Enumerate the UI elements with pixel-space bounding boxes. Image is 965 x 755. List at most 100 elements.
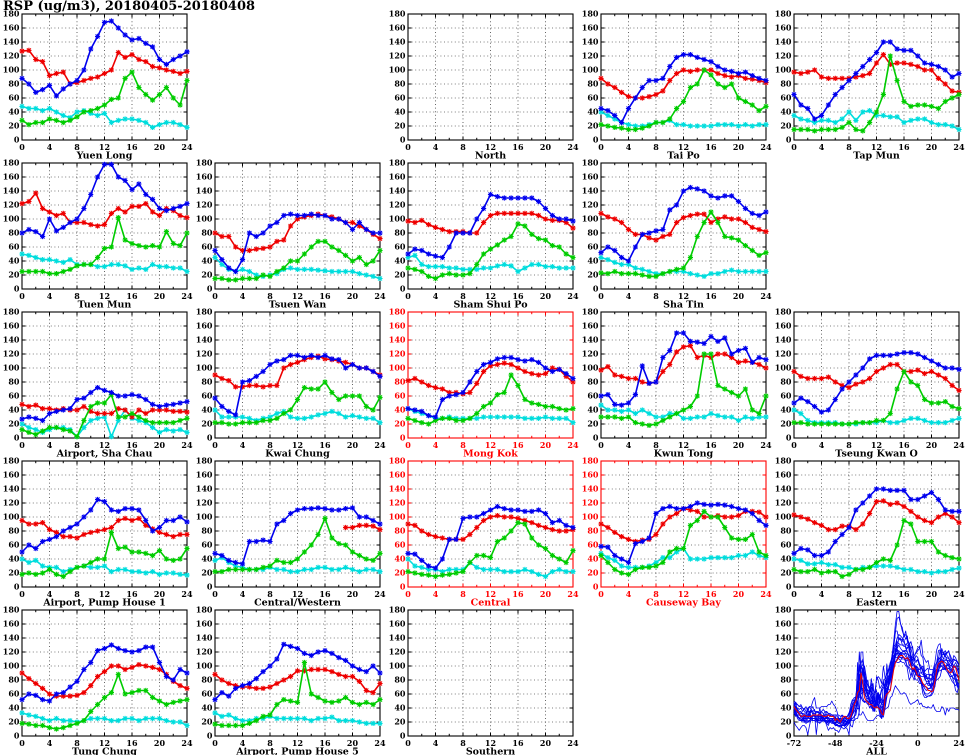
svg-text:80: 80 xyxy=(8,228,20,238)
svg-text:140: 140 xyxy=(582,335,599,345)
svg-text:0: 0 xyxy=(593,135,599,145)
svg-text:40: 40 xyxy=(587,256,599,266)
svg-text:0: 0 xyxy=(400,284,406,294)
svg-text:60: 60 xyxy=(8,242,20,252)
svg-text:160: 160 xyxy=(775,23,792,33)
svg-text:0: 0 xyxy=(400,135,406,145)
svg-text:160: 160 xyxy=(582,321,599,331)
svg-text:16: 16 xyxy=(319,440,331,450)
svg-text:40: 40 xyxy=(201,554,213,564)
svg-text:120: 120 xyxy=(3,51,20,61)
svg-text:0: 0 xyxy=(14,582,20,592)
svg-text:0: 0 xyxy=(405,589,411,599)
svg-text:16: 16 xyxy=(512,738,524,748)
svg-text:40: 40 xyxy=(587,554,599,564)
svg-text:20: 20 xyxy=(347,589,359,599)
svg-text:60: 60 xyxy=(587,391,599,401)
svg-text:40: 40 xyxy=(394,256,406,266)
svg-text:160: 160 xyxy=(775,619,792,629)
svg-text:80: 80 xyxy=(8,526,20,536)
svg-text:40: 40 xyxy=(780,405,792,415)
svg-text:80: 80 xyxy=(201,377,213,387)
svg-text:80: 80 xyxy=(394,377,406,387)
svg-text:20: 20 xyxy=(926,440,938,450)
svg-text:12: 12 xyxy=(871,440,882,450)
svg-text:60: 60 xyxy=(587,242,599,252)
chart-sham-shui-po: 0 20 40 60 80 100 120 140 160 180 0 4 8 12 16 20 24 Sham … xyxy=(386,158,579,311)
svg-text:160: 160 xyxy=(389,23,406,33)
station-label: Tuen Mun xyxy=(78,300,132,311)
station-label: Central xyxy=(471,598,511,609)
chart-tsuen-wan: 0 20 40 60 80 100 120 140 160 180 0 4 8 12 16 20 24 Tsuen… xyxy=(193,158,386,311)
svg-text:0: 0 xyxy=(791,440,797,450)
svg-text:24: 24 xyxy=(181,440,193,450)
svg-text:160: 160 xyxy=(389,172,406,182)
svg-text:20: 20 xyxy=(780,419,792,429)
svg-text:8: 8 xyxy=(267,291,273,301)
chart-kwun-tong: 0 20 40 60 80 100 120 140 160 180 0 4 8 12 16 20 24 Kwun … xyxy=(579,307,772,460)
svg-text:0: 0 xyxy=(786,433,792,443)
station-label: Tsuen Wan xyxy=(269,300,327,311)
svg-text:8: 8 xyxy=(846,440,852,450)
svg-text:60: 60 xyxy=(587,540,599,550)
station-label: Causeway Bay xyxy=(646,598,721,609)
svg-text:8: 8 xyxy=(846,142,852,152)
svg-text:0: 0 xyxy=(207,582,213,592)
svg-text:180: 180 xyxy=(196,158,213,168)
station-label: ALL xyxy=(865,747,887,755)
svg-text:80: 80 xyxy=(587,526,599,536)
svg-text:0: 0 xyxy=(593,433,599,443)
svg-text:8: 8 xyxy=(267,440,273,450)
svg-text:160: 160 xyxy=(582,172,599,182)
chart-yuen-long: 0 20 40 60 80 100 120 140 160 180 0 4 8 12 16 20 24 Yuen … xyxy=(0,9,193,162)
svg-text:60: 60 xyxy=(394,540,406,550)
svg-text:160: 160 xyxy=(389,619,406,629)
svg-text:24: 24 xyxy=(760,440,772,450)
svg-text:40: 40 xyxy=(587,107,599,117)
svg-text:100: 100 xyxy=(582,363,599,373)
svg-text:8: 8 xyxy=(460,738,466,748)
station-label: Central/Western xyxy=(254,598,341,609)
svg-text:160: 160 xyxy=(196,321,213,331)
station-label: Southern xyxy=(466,747,515,755)
svg-text:24: 24 xyxy=(567,738,579,748)
svg-text:4: 4 xyxy=(433,291,439,301)
svg-text:0: 0 xyxy=(207,731,213,741)
svg-text:-48: -48 xyxy=(828,738,843,748)
svg-text:8: 8 xyxy=(653,142,659,152)
svg-text:16: 16 xyxy=(126,589,138,599)
svg-text:8: 8 xyxy=(267,738,273,748)
svg-text:0: 0 xyxy=(593,582,599,592)
svg-text:8: 8 xyxy=(74,589,80,599)
svg-text:40: 40 xyxy=(201,405,213,415)
svg-text:120: 120 xyxy=(3,647,20,657)
svg-text:180: 180 xyxy=(582,456,599,466)
svg-text:4: 4 xyxy=(47,142,53,152)
svg-text:160: 160 xyxy=(196,172,213,182)
svg-text:80: 80 xyxy=(780,526,792,536)
svg-text:40: 40 xyxy=(780,107,792,117)
svg-text:8: 8 xyxy=(460,589,466,599)
svg-text:80: 80 xyxy=(394,228,406,238)
svg-text:16: 16 xyxy=(705,142,717,152)
svg-text:16: 16 xyxy=(126,291,138,301)
svg-text:-72: -72 xyxy=(787,738,801,748)
svg-text:8: 8 xyxy=(846,589,852,599)
station-label: Sha Tin xyxy=(663,300,704,311)
svg-text:8: 8 xyxy=(74,291,80,301)
svg-text:20: 20 xyxy=(154,589,166,599)
svg-text:80: 80 xyxy=(780,79,792,89)
svg-text:60: 60 xyxy=(394,391,406,401)
svg-text:8: 8 xyxy=(460,440,466,450)
svg-text:8: 8 xyxy=(460,142,466,152)
svg-text:4: 4 xyxy=(626,589,632,599)
svg-text:60: 60 xyxy=(587,93,599,103)
station-label: North xyxy=(475,151,506,162)
svg-text:20: 20 xyxy=(540,589,552,599)
svg-text:-24: -24 xyxy=(869,738,884,748)
svg-text:120: 120 xyxy=(389,200,406,210)
svg-text:120: 120 xyxy=(389,498,406,508)
svg-text:40: 40 xyxy=(394,405,406,415)
svg-text:60: 60 xyxy=(201,540,213,550)
svg-text:40: 40 xyxy=(8,405,20,415)
